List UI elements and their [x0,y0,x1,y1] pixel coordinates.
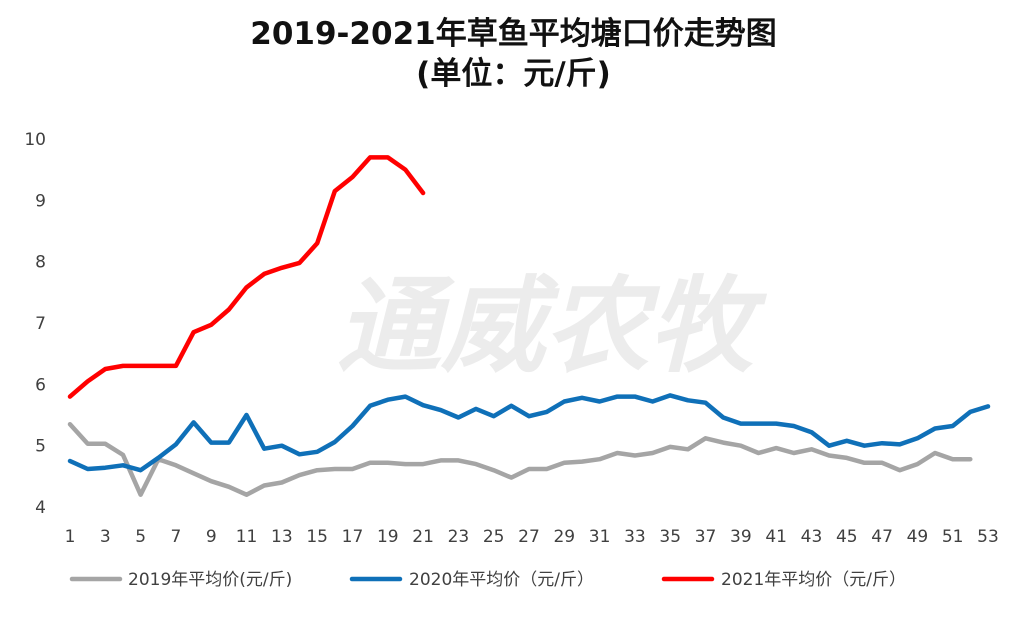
x-tick-label: 43 [801,527,823,547]
chart-subtitle: (单位：元/斤) [416,56,611,92]
x-tick-label: 15 [306,527,328,547]
x-tick-label: 37 [695,527,717,547]
x-tick-label: 53 [977,527,999,547]
series-line-2 [67,393,991,473]
x-tick-label: 13 [271,527,293,547]
legend-label-2: 2020年平均价（元/斤） [409,570,594,590]
series-line-3 [67,155,426,399]
x-tick-label: 21 [412,527,434,547]
y-tick-label: 8 [35,253,46,273]
chart-title-block: 2019-2021年草鱼平均塘口价走势图 (单位：元/斤) [0,14,1027,94]
x-tick-label: 49 [907,527,929,547]
x-tick-label: 29 [553,527,575,547]
x-tick-label: 1 [65,527,76,547]
x-tick-label: 9 [206,527,217,547]
x-tick-label: 47 [871,527,893,547]
x-tick-label: 41 [765,527,787,547]
x-tick-label: 51 [942,527,964,547]
x-tick-label: 5 [135,527,146,547]
x-tick-label: 7 [171,527,182,547]
x-tick-label: 25 [483,527,505,547]
y-tick-label: 7 [35,314,46,334]
y-tick-label: 10 [24,130,46,150]
x-tick-label: 39 [730,527,752,547]
watermark-text: 通威农牧 [337,265,768,387]
x-tick-label: 31 [589,527,611,547]
x-tick-label: 17 [342,527,364,547]
chart-title: 2019-2021年草鱼平均塘口价走势图 [250,16,777,52]
series-line-1 [67,421,973,497]
x-tick-label: 3 [100,527,111,547]
x-tick-label: 27 [518,527,540,547]
x-tick-label: 33 [624,527,646,547]
x-tick-label: 19 [377,527,399,547]
x-tick-label: 11 [236,527,258,547]
y-tick-label: 4 [35,498,46,518]
x-tick-label: 45 [836,527,858,547]
y-tick-label: 6 [35,375,46,395]
y-tick-label: 5 [35,437,46,457]
legend-label-3: 2021年平均价（元/斤） [721,570,906,590]
x-tick-label: 35 [659,527,681,547]
y-tick-label: 9 [35,191,46,211]
x-tick-label: 23 [448,527,470,547]
legend-label-1: 2019年平均价(元/斤) [128,570,292,590]
